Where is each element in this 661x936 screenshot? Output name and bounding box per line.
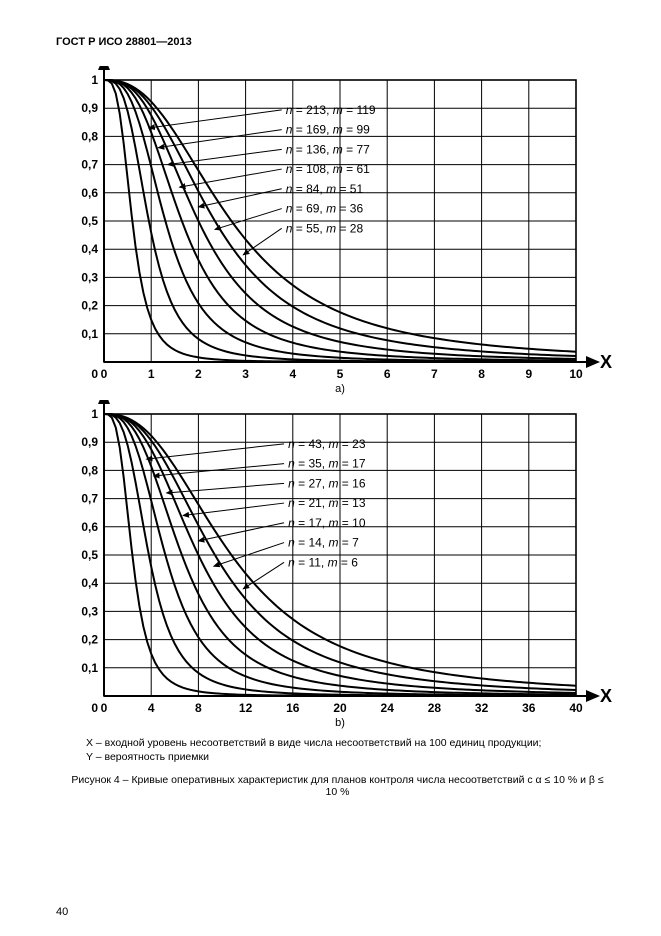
svg-text:4: 4 [148, 701, 155, 715]
svg-text:n = 27, m = 16: n = 27, m = 16 [288, 476, 366, 490]
svg-text:0: 0 [101, 701, 108, 715]
svg-text:7: 7 [431, 367, 438, 381]
svg-text:n = 43, m = 23: n = 43, m = 23 [288, 437, 366, 451]
svg-text:n = 108, m = 61: n = 108, m = 61 [286, 162, 370, 176]
svg-text:n = 11, m = 6: n = 11, m = 6 [288, 555, 358, 569]
svg-text:32: 32 [475, 701, 489, 715]
svg-text:0,4: 0,4 [81, 242, 98, 256]
svg-text:16: 16 [286, 701, 300, 715]
svg-text:1: 1 [91, 407, 98, 421]
chart-a-block: 0123456789100,10,20,30,40,50,60,70,80,91… [56, 66, 616, 396]
svg-text:0,1: 0,1 [81, 661, 98, 675]
svg-text:0,3: 0,3 [81, 604, 98, 618]
svg-text:0: 0 [91, 701, 98, 715]
svg-text:n = 213, m = 119: n = 213, m = 119 [286, 103, 376, 117]
svg-text:0,2: 0,2 [81, 633, 98, 647]
page-number: 40 [56, 906, 68, 918]
chart-a: 0123456789100,10,20,30,40,50,60,70,80,91… [56, 66, 616, 396]
svg-text:0,9: 0,9 [81, 435, 98, 449]
svg-text:9: 9 [525, 367, 532, 381]
svg-text:0,5: 0,5 [81, 214, 98, 228]
svg-text:4: 4 [289, 367, 296, 381]
doc-header: ГОСТ Р ИСО 28801—2013 [56, 36, 619, 48]
svg-text:28: 28 [428, 701, 442, 715]
svg-text:1: 1 [148, 367, 155, 381]
figure-caption: Рисунок 4 – Кривые оперативных характери… [56, 774, 619, 798]
svg-text:8: 8 [195, 701, 202, 715]
svg-text:n = 84, m = 51: n = 84, m = 51 [286, 182, 364, 196]
svg-text:n = 17, m = 10: n = 17, m = 10 [288, 516, 366, 530]
svg-text:3: 3 [242, 367, 249, 381]
chart-b-block: 0 4 8 12 16 20 24 28 32 36 40 0,1 0,2 0,3 0,4 0,5 0,6 0,7… [56, 400, 616, 730]
svg-text:5: 5 [337, 367, 344, 381]
svg-text:24: 24 [381, 701, 395, 715]
svg-text:n = 136, m = 77: n = 136, m = 77 [286, 142, 370, 156]
svg-text:n = 169, m = 99: n = 169, m = 99 [286, 123, 370, 137]
svg-text:0,2: 0,2 [81, 299, 98, 313]
svg-text:0,9: 0,9 [81, 101, 98, 115]
svg-text:n = 55, m = 28: n = 55, m = 28 [286, 221, 364, 235]
svg-text:6: 6 [384, 367, 391, 381]
svg-text:a): a) [335, 383, 345, 395]
svg-text:0,7: 0,7 [81, 492, 98, 506]
legend-x: X – входной уровень несоответствий в вид… [86, 736, 619, 750]
svg-text:0: 0 [91, 367, 98, 381]
svg-text:1: 1 [91, 73, 98, 87]
legend-y: Y – вероятность приемки [86, 750, 619, 764]
page: ГОСТ Р ИСО 28801—2013 0123456789100,10,2… [0, 0, 661, 936]
svg-text:X: X [600, 686, 612, 706]
svg-text:n = 69, m = 36: n = 69, m = 36 [286, 202, 364, 216]
svg-text:0,4: 0,4 [81, 576, 98, 590]
svg-text:0,3: 0,3 [81, 270, 98, 284]
svg-text:0: 0 [101, 367, 108, 381]
svg-text:40: 40 [569, 701, 583, 715]
svg-text:n = 21, m = 13: n = 21, m = 13 [288, 496, 366, 510]
svg-text:0,6: 0,6 [81, 186, 98, 200]
svg-text:10: 10 [569, 367, 583, 381]
svg-text:n = 35, m = 17: n = 35, m = 17 [288, 457, 366, 471]
svg-text:8: 8 [478, 367, 485, 381]
svg-text:0,6: 0,6 [81, 520, 98, 534]
svg-text:20: 20 [333, 701, 347, 715]
svg-text:b): b) [335, 717, 345, 729]
svg-text:0,8: 0,8 [81, 129, 98, 143]
svg-text:0,5: 0,5 [81, 548, 98, 562]
svg-text:n = 14, m = 7: n = 14, m = 7 [288, 536, 359, 550]
svg-text:0,8: 0,8 [81, 463, 98, 477]
svg-text:2: 2 [195, 367, 202, 381]
svg-text:36: 36 [522, 701, 536, 715]
svg-text:0,1: 0,1 [81, 327, 98, 341]
svg-text:0,7: 0,7 [81, 158, 98, 172]
svg-text:X: X [600, 352, 612, 372]
svg-text:12: 12 [239, 701, 253, 715]
chart-b: 0 4 8 12 16 20 24 28 32 36 40 0,1 0,2 0,3 0,4 0,5 0,6 0,7… [56, 400, 616, 730]
